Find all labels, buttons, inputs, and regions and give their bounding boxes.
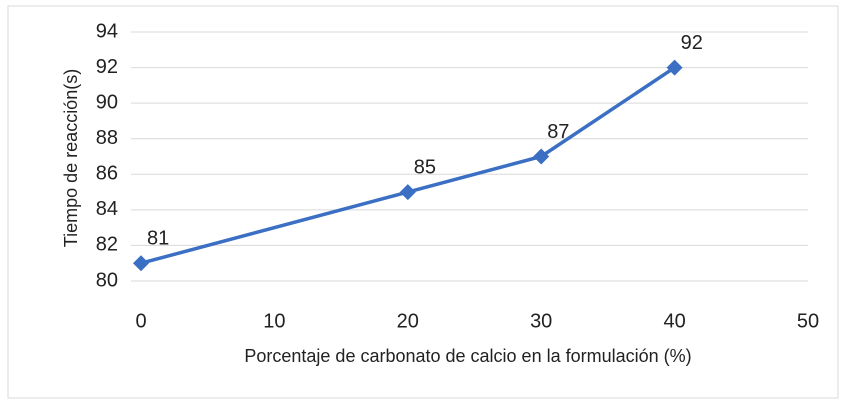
marker [399,184,416,201]
y-tick-label: 84 [96,198,118,220]
x-tick-label: 30 [530,310,552,332]
x-tick-label: 10 [263,310,285,332]
data-label: 92 [681,32,703,54]
y-tick-label: 88 [96,127,118,149]
y-tick-label: 86 [96,163,118,185]
data-label: 81 [147,227,169,249]
y-tick-label: 80 [96,269,118,291]
y-tick-label: 82 [96,234,118,256]
y-tick-label: 92 [96,56,118,78]
y-tick-label: 90 [96,91,118,113]
x-tick-label: 20 [397,310,419,332]
marker [133,255,149,272]
marker [533,148,550,165]
x-tick-label: 50 [797,310,819,332]
marker [666,59,683,76]
x-tick-label: 0 [135,310,146,332]
x-tick-label: 40 [663,310,685,332]
x-axis-label: Porcentaje de carbonato de calcio en la … [244,346,691,366]
data-label: 85 [414,156,436,178]
y-axis-label: Tiempo de reacción(s) [61,69,81,247]
line [140,66,676,265]
y-tick-label: 94 [96,20,118,42]
chart-border [7,5,839,399]
data-label: 87 [547,121,569,143]
